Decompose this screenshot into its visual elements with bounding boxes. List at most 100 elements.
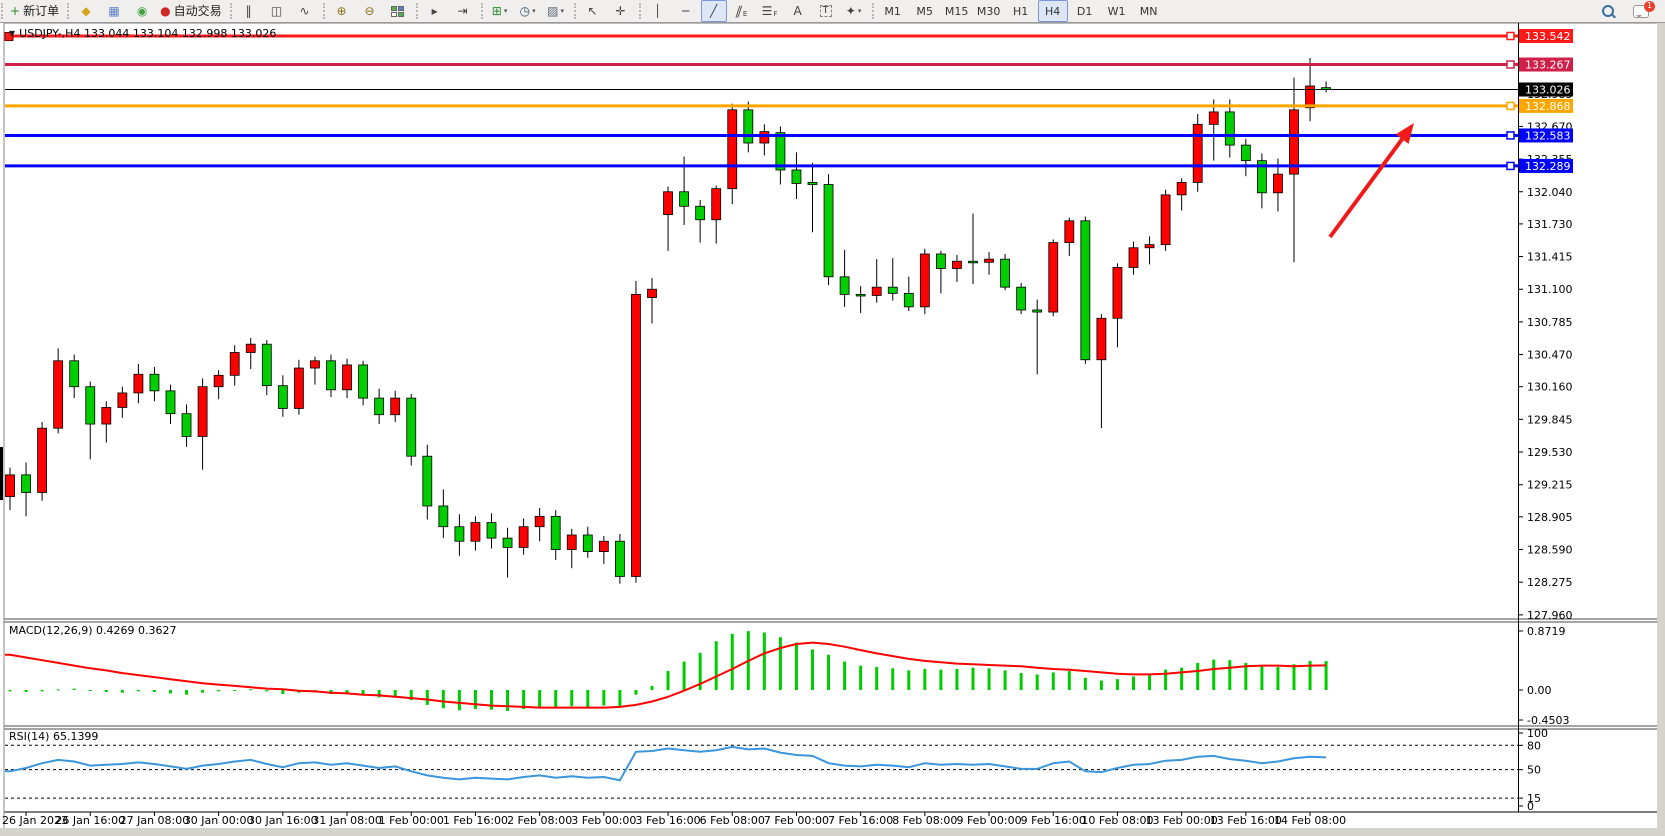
- candle-body: [631, 294, 641, 577]
- chat-button[interactable]: 1: [1628, 0, 1655, 22]
- line-anchor: [4, 32, 14, 41]
- toolbar-group-1: ◆ ▦ ◉ ● 自动交易: [66, 0, 229, 22]
- macd-histogram-bar: [265, 690, 269, 692]
- trendline-button[interactable]: ╱: [700, 0, 727, 22]
- price-badge: [1519, 158, 1573, 173]
- horizontal-line-icon: ─: [681, 4, 690, 18]
- candle-body: [342, 364, 352, 391]
- macd-histogram-bar: [1180, 667, 1184, 690]
- candle-body: [277, 385, 288, 409]
- time-axis-label: 26 Jan 16:00: [55, 814, 125, 827]
- candle-body: [952, 260, 962, 269]
- price-tick-label: 130.160: [1527, 381, 1573, 394]
- signals-button[interactable]: ◉: [129, 0, 155, 22]
- macd-histogram-bar: [136, 690, 140, 692]
- chart-title-text: USDJPY-,H4 133.044 133.104 132.998 133.0…: [19, 27, 277, 40]
- line-anchor: [1506, 60, 1515, 69]
- candle-body: [968, 260, 978, 264]
- time-axis-label: 6 Feb 08:00: [700, 814, 765, 827]
- macd-histogram-bar: [1083, 677, 1087, 690]
- templates-button[interactable]: ▨ ▾: [543, 0, 569, 22]
- timeframe-h4[interactable]: H4: [1037, 0, 1068, 22]
- price-badge: [1519, 29, 1573, 43]
- zoom-out-icon: ⊖: [364, 4, 375, 18]
- zoom-out-button[interactable]: ⊖: [357, 0, 383, 22]
- candle-body: [534, 515, 545, 528]
- macd-histogram-bar: [1308, 660, 1312, 690]
- macd-scale-label: -0.4503: [1527, 714, 1569, 727]
- macd-scale-label: 0.00: [1527, 684, 1552, 697]
- timeframe-m5[interactable]: M5: [916, 4, 933, 18]
- timeframe-m1[interactable]: M1: [884, 4, 901, 18]
- macd-histogram-bar: [1019, 673, 1023, 690]
- timeframe-d1[interactable]: D1: [1076, 4, 1093, 18]
- new-order-button-label: 新订单: [23, 4, 60, 18]
- shapes-button[interactable]: ✦ ▾: [841, 0, 867, 22]
- market-watch-button[interactable]: ◆: [73, 0, 99, 22]
- text-label-button[interactable]: T: [813, 0, 839, 22]
- timeframe-m30[interactable]: M30: [976, 4, 1001, 18]
- bar-chart-button[interactable]: ‖: [236, 0, 262, 22]
- macd-histogram-bar: [1067, 671, 1071, 690]
- macd-histogram-bar: [1324, 661, 1328, 690]
- candle-body: [293, 367, 304, 409]
- cursor-button[interactable]: ↖: [580, 0, 606, 22]
- price-tick-label: 129.215: [1527, 479, 1573, 492]
- equidistant-channel-button[interactable]: ∥ E: [729, 0, 755, 22]
- macd-histogram-bar: [1099, 680, 1103, 690]
- candle-body: [598, 540, 609, 552]
- text-button[interactable]: A: [785, 0, 811, 22]
- vertical-line-button[interactable]: │: [645, 0, 671, 22]
- timeframe-mn[interactable]: MN: [1139, 4, 1158, 18]
- data-window-button[interactable]: ▦: [101, 0, 127, 22]
- macd-histogram-bar: [1115, 679, 1119, 690]
- autotrading-button[interactable]: ● 自动交易: [157, 0, 225, 22]
- templates-icon: ▨: [547, 4, 559, 18]
- horizontal-line-button[interactable]: ─: [673, 0, 699, 22]
- candlestick-chart-button[interactable]: ◫: [264, 0, 290, 22]
- timeframe-m15[interactable]: M15: [944, 4, 969, 18]
- candle-body: [1257, 160, 1267, 194]
- zoom-in-button[interactable]: ⊕: [329, 0, 355, 22]
- timeframe-w1[interactable]: W1: [1107, 4, 1126, 18]
- search-icon: [1602, 5, 1614, 17]
- periods-button[interactable]: ◷ ▾: [515, 0, 541, 22]
- line-chart-button[interactable]: ∿: [292, 0, 318, 22]
- tile-windows-button[interactable]: [385, 0, 411, 22]
- toolbar-group-4: ▸ ⇥: [415, 0, 480, 22]
- line-anchor: [1506, 101, 1515, 111]
- window-right-edge: [1657, 22, 1665, 836]
- macd-histogram-bar: [88, 690, 92, 691]
- chevron-down-icon: ▾: [857, 6, 862, 15]
- candle-body: [486, 522, 497, 539]
- macd-histogram-bar: [538, 690, 542, 707]
- macd-histogram-bar: [473, 690, 477, 709]
- timeframe-h1[interactable]: H1: [1012, 4, 1029, 18]
- toolbar-group-7: │ ─ ╱ ∥ E ☰ F A T ✦ ▾: [638, 0, 871, 22]
- fibonacci-button[interactable]: ☰ F: [757, 0, 783, 22]
- candle-body: [1289, 109, 1299, 175]
- price-tick-label: 131.100: [1527, 283, 1573, 296]
- new-chart-button[interactable]: ⊞ ▾: [487, 0, 513, 22]
- time-axis-label: 10 Feb 08:00: [1081, 814, 1153, 827]
- price-tick-label: 130.470: [1527, 349, 1573, 362]
- time-axis-label: 26 Jan 2023: [2, 814, 68, 827]
- auto-scroll-button[interactable]: ▸: [422, 0, 448, 22]
- crosshair-button[interactable]: ✛: [608, 0, 634, 22]
- tile-windows-icon: [391, 5, 405, 17]
- symbol-dropdown-icon[interactable]: ▼: [9, 29, 16, 38]
- search-button[interactable]: [1595, 0, 1621, 22]
- chart-shift-button[interactable]: ⇥: [450, 0, 476, 22]
- new-order-button[interactable]: + 新订单: [7, 0, 62, 22]
- periods-icon: ◷: [519, 4, 531, 18]
- candle-body: [261, 343, 272, 387]
- price-tick-label: 132.040: [1527, 186, 1573, 199]
- candle-body: [919, 253, 930, 308]
- macd-histogram-bar: [345, 690, 349, 694]
- time-axis-label: 3 Feb 00:00: [571, 814, 636, 827]
- line-chart-icon: ∿: [299, 4, 310, 18]
- trend-arrow[interactable]: [1328, 137, 1404, 239]
- toolbar-group-5: ⊞ ▾ ◷ ▾ ▨ ▾: [480, 0, 573, 22]
